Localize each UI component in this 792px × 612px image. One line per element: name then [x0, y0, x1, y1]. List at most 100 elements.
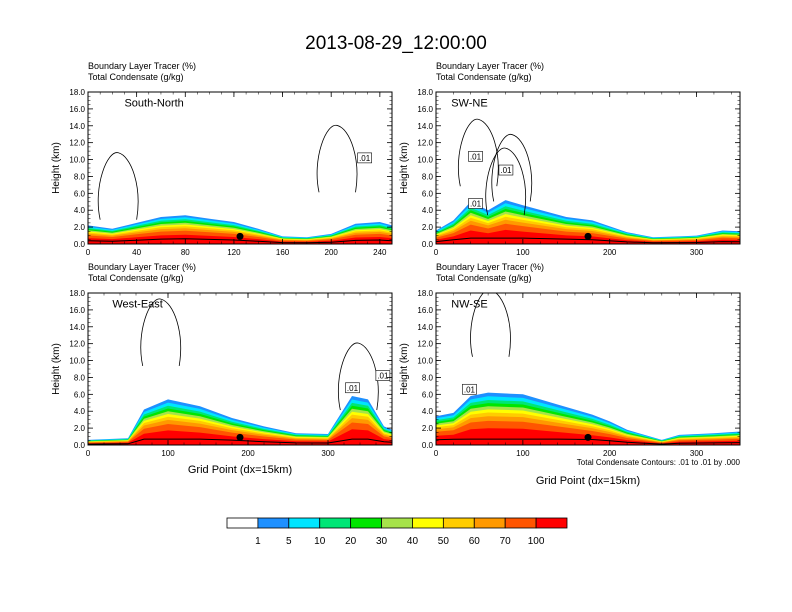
condensate-contour — [491, 134, 533, 202]
contour-label-box — [498, 164, 514, 176]
x-tick-label: 0 — [86, 449, 91, 458]
panel-subtitle-condensate: Total Condensate (g/kg) — [88, 273, 184, 283]
y-tick-label: 4.0 — [422, 206, 434, 215]
y-tick-label: 12.0 — [417, 139, 433, 148]
location-marker — [584, 433, 592, 441]
condensate-contour — [485, 147, 526, 216]
x-tick-label: 300 — [690, 248, 704, 257]
contour-label: .01 — [347, 384, 359, 393]
condensate-contour — [457, 118, 499, 187]
panel-subtitle-tracer: Boundary Layer Tracer (%) — [436, 61, 544, 71]
y-tick-label: 0.0 — [422, 240, 434, 249]
y-tick-label: 6.0 — [74, 189, 86, 198]
panel-label: NW-SE — [451, 299, 487, 311]
y-tick-label: 10.0 — [417, 156, 433, 165]
contour-label: .01 — [377, 372, 389, 381]
y-tick-label: 8.0 — [74, 172, 86, 181]
colorbar-swatch — [381, 517, 413, 529]
x-tick-label: 100 — [516, 248, 530, 257]
y-tick-label: 8.0 — [74, 373, 86, 382]
y-tick-label: 0.0 — [74, 441, 86, 450]
y-tick-label: 14.0 — [417, 323, 433, 332]
y-tick-label: 18.0 — [69, 289, 85, 298]
y-tick-label: 14.0 — [417, 122, 433, 131]
y-tick-label: 6.0 — [422, 189, 434, 198]
contour-label: .01 — [470, 199, 482, 208]
colorbar-label: 5 — [286, 536, 292, 547]
contour-label-box — [375, 370, 391, 381]
y-tick-label: 18.0 — [417, 88, 433, 97]
location-marker — [584, 232, 592, 240]
contour-label-box — [345, 382, 360, 394]
colorbar-label: 20 — [345, 536, 357, 547]
x-tick-label: 300 — [321, 449, 335, 458]
colorbar-label: 100 — [528, 536, 545, 547]
y-tick-label: 4.0 — [422, 407, 434, 416]
condensate-contour — [140, 298, 181, 367]
y-axis-label: Height (km) — [399, 142, 410, 194]
colorbar-swatch — [535, 517, 568, 529]
y-tick-label: 12.0 — [69, 340, 85, 349]
y-tick-label: 6.0 — [422, 390, 434, 399]
y-tick-label: 8.0 — [422, 172, 434, 181]
x-tick-label: 0 — [86, 248, 91, 257]
contour-label-box — [462, 383, 477, 395]
contour-label-box — [468, 151, 483, 162]
colorbar-label: 50 — [438, 536, 450, 547]
y-tick-label: 10.0 — [69, 156, 85, 165]
y-tick-label: 10.0 — [417, 357, 433, 366]
y-tick-label: 16.0 — [69, 105, 85, 114]
x-tick-label: 120 — [227, 248, 241, 257]
x-tick-label: 200 — [603, 248, 617, 257]
x-tick-label: 100 — [516, 449, 530, 458]
y-tick-label: 10.0 — [69, 357, 85, 366]
panel-subtitle-tracer: Boundary Layer Tracer (%) — [88, 262, 196, 272]
colorbar-swatch — [412, 517, 444, 529]
y-tick-label: 6.0 — [74, 390, 86, 399]
x-tick-label: 0 — [434, 449, 439, 458]
y-tick-label: 8.0 — [422, 373, 434, 382]
panel-subtitle-condensate: Total Condensate (g/kg) — [436, 72, 532, 82]
colorbar-label: 30 — [376, 536, 388, 547]
y-tick-label: 4.0 — [74, 407, 86, 416]
tracer-field — [436, 293, 740, 445]
y-tick-label: 12.0 — [69, 139, 85, 148]
panel-label: South-North — [124, 98, 183, 110]
y-tick-label: 0.0 — [422, 441, 434, 450]
x-tick-label: 300 — [690, 449, 704, 458]
x-tick-label: 200 — [603, 449, 617, 458]
colorbar-label: 1 — [255, 536, 261, 547]
condensate-contour — [316, 125, 358, 193]
y-axis-label: Height (km) — [51, 142, 62, 194]
condensate-contour — [470, 293, 511, 357]
figure-title: 2013-08-29_12:00:00 — [305, 33, 487, 54]
y-tick-label: 18.0 — [69, 88, 85, 97]
terrain-line — [436, 237, 740, 244]
contour-label-box — [357, 152, 372, 164]
contour-note: Total Condensate Contours: .01 to .01 by… — [577, 458, 741, 467]
condensate-contour — [97, 152, 139, 220]
colorbar-swatch — [226, 517, 259, 529]
panel-subtitle-tracer: Boundary Layer Tracer (%) — [436, 262, 544, 272]
y-tick-label: 2.0 — [74, 223, 86, 232]
x-tick-label: 160 — [276, 248, 290, 257]
colorbar-swatch — [442, 517, 475, 529]
x-tick-label: 80 — [181, 248, 190, 257]
colorbar-label: 40 — [407, 536, 419, 547]
y-tick-label: 16.0 — [417, 105, 433, 114]
y-tick-label: 2.0 — [422, 424, 434, 433]
colorbar-label: 60 — [469, 536, 481, 547]
panel-sw-ne: Boundary Layer Tracer (%)Total Condensat… — [399, 61, 741, 257]
x-tick-label: 240 — [373, 248, 387, 257]
colorbar-swatch — [288, 517, 321, 529]
y-tick-label: 14.0 — [69, 323, 85, 332]
tracer-field — [88, 125, 392, 244]
y-tick-label: 0.0 — [74, 240, 86, 249]
panel-west-east: Boundary Layer Tracer (%)Total Condensat… — [51, 262, 393, 476]
contour-label: .01 — [470, 152, 482, 161]
y-axis-label: Height (km) — [399, 343, 410, 395]
colorbar-swatch — [473, 517, 506, 529]
colorbar-label: 70 — [500, 536, 512, 547]
panel-nw-se: Boundary Layer Tracer (%) Total Condensat… — [399, 262, 741, 487]
